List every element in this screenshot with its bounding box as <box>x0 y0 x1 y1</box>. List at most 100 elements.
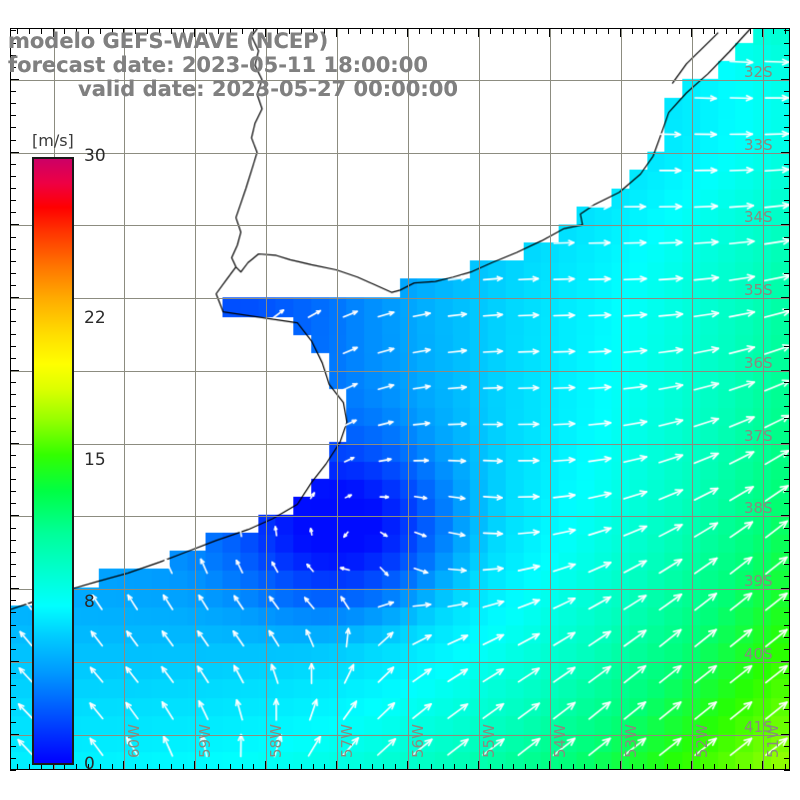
axis-tick <box>123 761 124 770</box>
axis-tick <box>419 764 420 770</box>
axis-tick <box>10 91 16 92</box>
axis-tick <box>784 212 790 213</box>
axis-tick <box>10 709 16 710</box>
axis-tick <box>383 764 384 770</box>
axis-tick <box>29 764 30 770</box>
axis-tick <box>194 28 195 37</box>
axis-tick <box>10 115 16 116</box>
axis-tick <box>41 764 42 770</box>
axis-tick <box>643 28 644 34</box>
axis-tick <box>10 418 16 419</box>
axis-tick <box>372 28 373 34</box>
axis-tick <box>781 661 790 662</box>
axis-tick <box>784 540 790 541</box>
axis-tick <box>513 28 514 34</box>
axis-tick <box>10 588 19 589</box>
axis-tick <box>784 685 790 686</box>
axis-tick <box>313 28 314 34</box>
axis-tick <box>784 479 790 480</box>
axis-tick <box>573 764 574 770</box>
colorbar-tick-label: 0 <box>84 754 95 774</box>
axis-tick <box>76 28 77 34</box>
axis-tick <box>10 515 19 516</box>
axis-tick <box>17 764 18 770</box>
axis-tick <box>561 28 562 34</box>
axis-tick <box>194 761 195 770</box>
axis-tick <box>10 431 16 432</box>
axis-tick <box>703 764 704 770</box>
graticule-meridian <box>266 29 267 769</box>
axis-tick <box>784 164 790 165</box>
axis-tick <box>667 764 668 770</box>
axis-tick <box>10 200 16 201</box>
axis-tick <box>10 625 16 626</box>
axis-tick <box>147 28 148 34</box>
axis-tick <box>784 503 790 504</box>
graticule-meridian <box>408 29 409 769</box>
axis-tick <box>230 764 231 770</box>
axis-tick <box>171 764 172 770</box>
axis-tick <box>549 28 550 37</box>
axis-tick <box>784 321 790 322</box>
axis-tick <box>64 764 65 770</box>
axis-tick <box>784 30 790 31</box>
axis-tick <box>478 761 479 770</box>
map-plot-area[interactable] <box>10 28 790 770</box>
axis-tick <box>784 237 790 238</box>
axis-tick <box>10 746 16 747</box>
axis-tick <box>750 28 751 34</box>
colorbar-tick-label: 8 <box>84 591 95 612</box>
axis-tick <box>135 28 136 34</box>
axis-tick <box>584 28 585 34</box>
graticule-meridian <box>195 29 196 769</box>
axis-tick <box>784 67 790 68</box>
axis-tick <box>10 370 19 371</box>
axis-tick <box>726 28 727 34</box>
axis-tick <box>88 28 89 34</box>
graticule-parallel <box>11 444 789 445</box>
axis-tick <box>784 285 790 286</box>
axis-tick <box>784 697 790 698</box>
axis-tick <box>443 764 444 770</box>
axis-tick <box>10 261 16 262</box>
axis-tick <box>431 764 432 770</box>
axis-tick <box>29 28 30 34</box>
axis-tick <box>10 455 16 456</box>
axis-tick <box>10 406 16 407</box>
axis-tick <box>784 455 790 456</box>
axis-tick <box>10 612 16 613</box>
axis-tick <box>466 28 467 34</box>
axis-tick <box>703 28 704 34</box>
axis-tick <box>10 224 19 225</box>
axis-tick <box>490 28 491 34</box>
axis-tick <box>454 764 455 770</box>
axis-tick <box>596 28 597 34</box>
axis-tick <box>679 28 680 34</box>
axis-tick <box>10 722 16 723</box>
axis-tick <box>242 764 243 770</box>
axis-tick <box>183 764 184 770</box>
axis-tick <box>10 358 16 359</box>
axis-tick <box>784 564 790 565</box>
colorbar-tick-label: 30 <box>84 146 106 166</box>
axis-tick <box>537 28 538 34</box>
axis-tick <box>41 28 42 34</box>
axis-tick <box>10 237 16 238</box>
axis-tick <box>784 382 790 383</box>
axis-tick <box>10 127 16 128</box>
axis-tick <box>784 127 790 128</box>
axis-tick <box>573 28 574 34</box>
axis-tick <box>147 764 148 770</box>
axis-tick <box>123 28 124 37</box>
axis-tick <box>10 503 16 504</box>
axis-tick <box>10 552 16 553</box>
axis-tick <box>784 722 790 723</box>
axis-tick <box>784 394 790 395</box>
axis-tick <box>762 28 763 37</box>
axis-tick <box>64 28 65 34</box>
axis-tick <box>10 152 19 153</box>
axis-tick <box>348 764 349 770</box>
colorbar-units-label: [m/s] <box>32 131 74 150</box>
graticule-meridian <box>692 29 693 769</box>
graticule-meridian <box>621 29 622 769</box>
